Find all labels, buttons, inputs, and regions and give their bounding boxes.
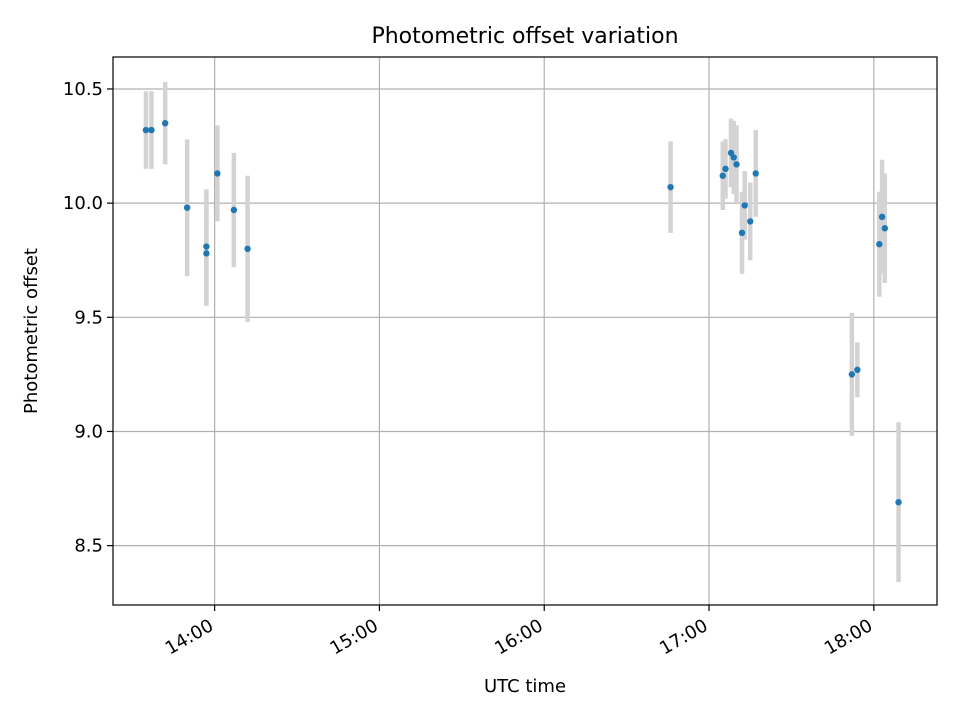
data-point (203, 250, 210, 257)
data-point (876, 241, 883, 248)
chart-title: Photometric offset variation (371, 24, 678, 49)
data-point (733, 161, 740, 168)
data-point (752, 170, 759, 177)
data-point (667, 183, 674, 191)
data-point (203, 243, 210, 250)
data-point (878, 213, 886, 221)
y-tick-label: 10.5 (63, 79, 103, 100)
data-point (142, 126, 150, 134)
x-axis-label: UTC time (484, 676, 566, 697)
plot-frame (112, 56, 938, 606)
data-point (719, 172, 726, 179)
y-tick-label: 10.0 (63, 193, 103, 214)
data-point (214, 170, 221, 177)
data-point (230, 206, 238, 214)
y-axis-ticks: 8.5 9.0 9.5 10.0 10.5 (63, 79, 113, 557)
data-point (854, 366, 861, 374)
data-point (738, 229, 746, 237)
data-point (747, 218, 754, 225)
data-point (741, 202, 748, 209)
y-tick-label: 8.5 (74, 536, 103, 557)
data-point (148, 126, 155, 134)
data-point (881, 225, 889, 232)
data-point (244, 245, 251, 252)
data-point (730, 154, 737, 161)
y-tick-label: 9.0 (74, 421, 103, 442)
y-axis-label: Photometric offset (21, 248, 42, 414)
data-point (722, 165, 729, 173)
data-point (895, 499, 902, 506)
data-point (161, 120, 169, 127)
data-point (848, 371, 856, 378)
grid (113, 57, 937, 605)
data-points (142, 120, 902, 506)
data-point (183, 204, 191, 211)
y-tick-label: 9.5 (74, 307, 103, 328)
